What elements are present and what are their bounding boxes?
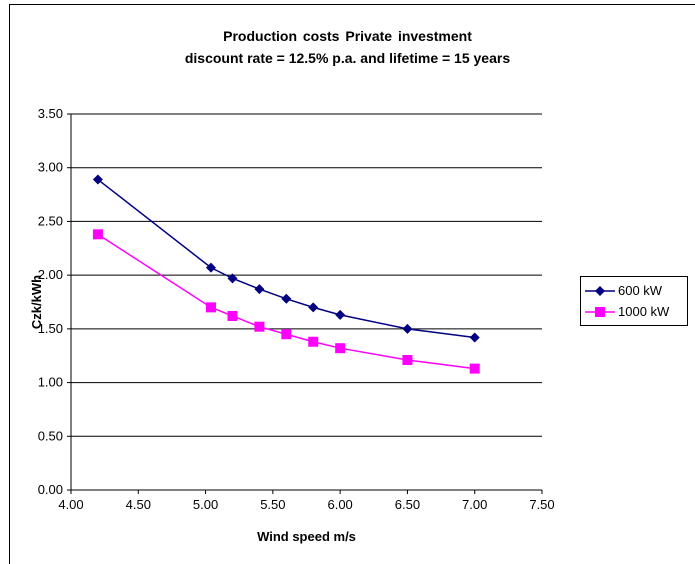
x-tick-label: 4.50	[126, 497, 151, 512]
data-point-diamond	[92, 174, 103, 185]
data-point-diamond	[308, 302, 319, 313]
y-tick-label: 0.50	[38, 428, 63, 443]
data-point-diamond	[402, 323, 413, 334]
data-point-diamond	[227, 273, 238, 284]
x-axis-title: Wind speed m/s	[257, 529, 356, 544]
data-point-square	[205, 302, 216, 313]
x-tick-label: 4.00	[58, 497, 83, 512]
y-tick-label: 3.50	[38, 106, 63, 121]
y-axis-title: Czk/kWh	[29, 275, 44, 329]
data-point-square	[469, 363, 480, 374]
x-tick-label: 7.00	[462, 497, 487, 512]
legend-marker-square-icon	[585, 307, 615, 317]
x-tick-label: 6.00	[327, 497, 352, 512]
data-point-square	[402, 355, 413, 366]
y-tick-label: 1.50	[38, 321, 63, 336]
data-point-diamond	[254, 284, 265, 295]
data-point-square	[227, 310, 238, 321]
data-point-square	[335, 343, 346, 354]
y-tick-label: 1.00	[38, 375, 63, 390]
x-tick-label: 5.50	[260, 497, 285, 512]
data-point-diamond	[335, 309, 346, 320]
data-point-square	[281, 329, 292, 340]
series-line-600kw	[97, 178, 475, 339]
y-tick-label: 0.00	[38, 482, 63, 497]
x-tick-label: 7.50	[529, 497, 554, 512]
data-point-square	[308, 336, 319, 347]
legend-item-1000kw: 1000 kW	[581, 302, 687, 322]
chart-title: Production costs Private investment	[223, 28, 472, 44]
y-tick-label: 3.00	[38, 160, 63, 175]
x-tick-label: 6.50	[395, 497, 420, 512]
data-point-diamond	[205, 262, 216, 273]
y-tick-label: 2.00	[38, 267, 63, 282]
legend-label: 600 kW	[618, 283, 663, 298]
data-point-diamond	[281, 293, 292, 304]
legend-item-600kw: 600 kW	[581, 281, 687, 301]
data-point-square	[254, 321, 265, 332]
data-point-diamond	[469, 332, 480, 343]
chart-subtitle: discount rate = 12.5% p.a. and lifetime …	[184, 50, 511, 66]
data-point-square	[92, 229, 103, 240]
y-tick-label: 2.50	[38, 213, 63, 228]
legend-label: 1000 kW	[618, 304, 670, 319]
legend-marker-diamond-icon	[585, 286, 615, 296]
x-tick-label: 5.00	[193, 497, 218, 512]
legend: 600 kW 1000 kW	[580, 276, 688, 326]
